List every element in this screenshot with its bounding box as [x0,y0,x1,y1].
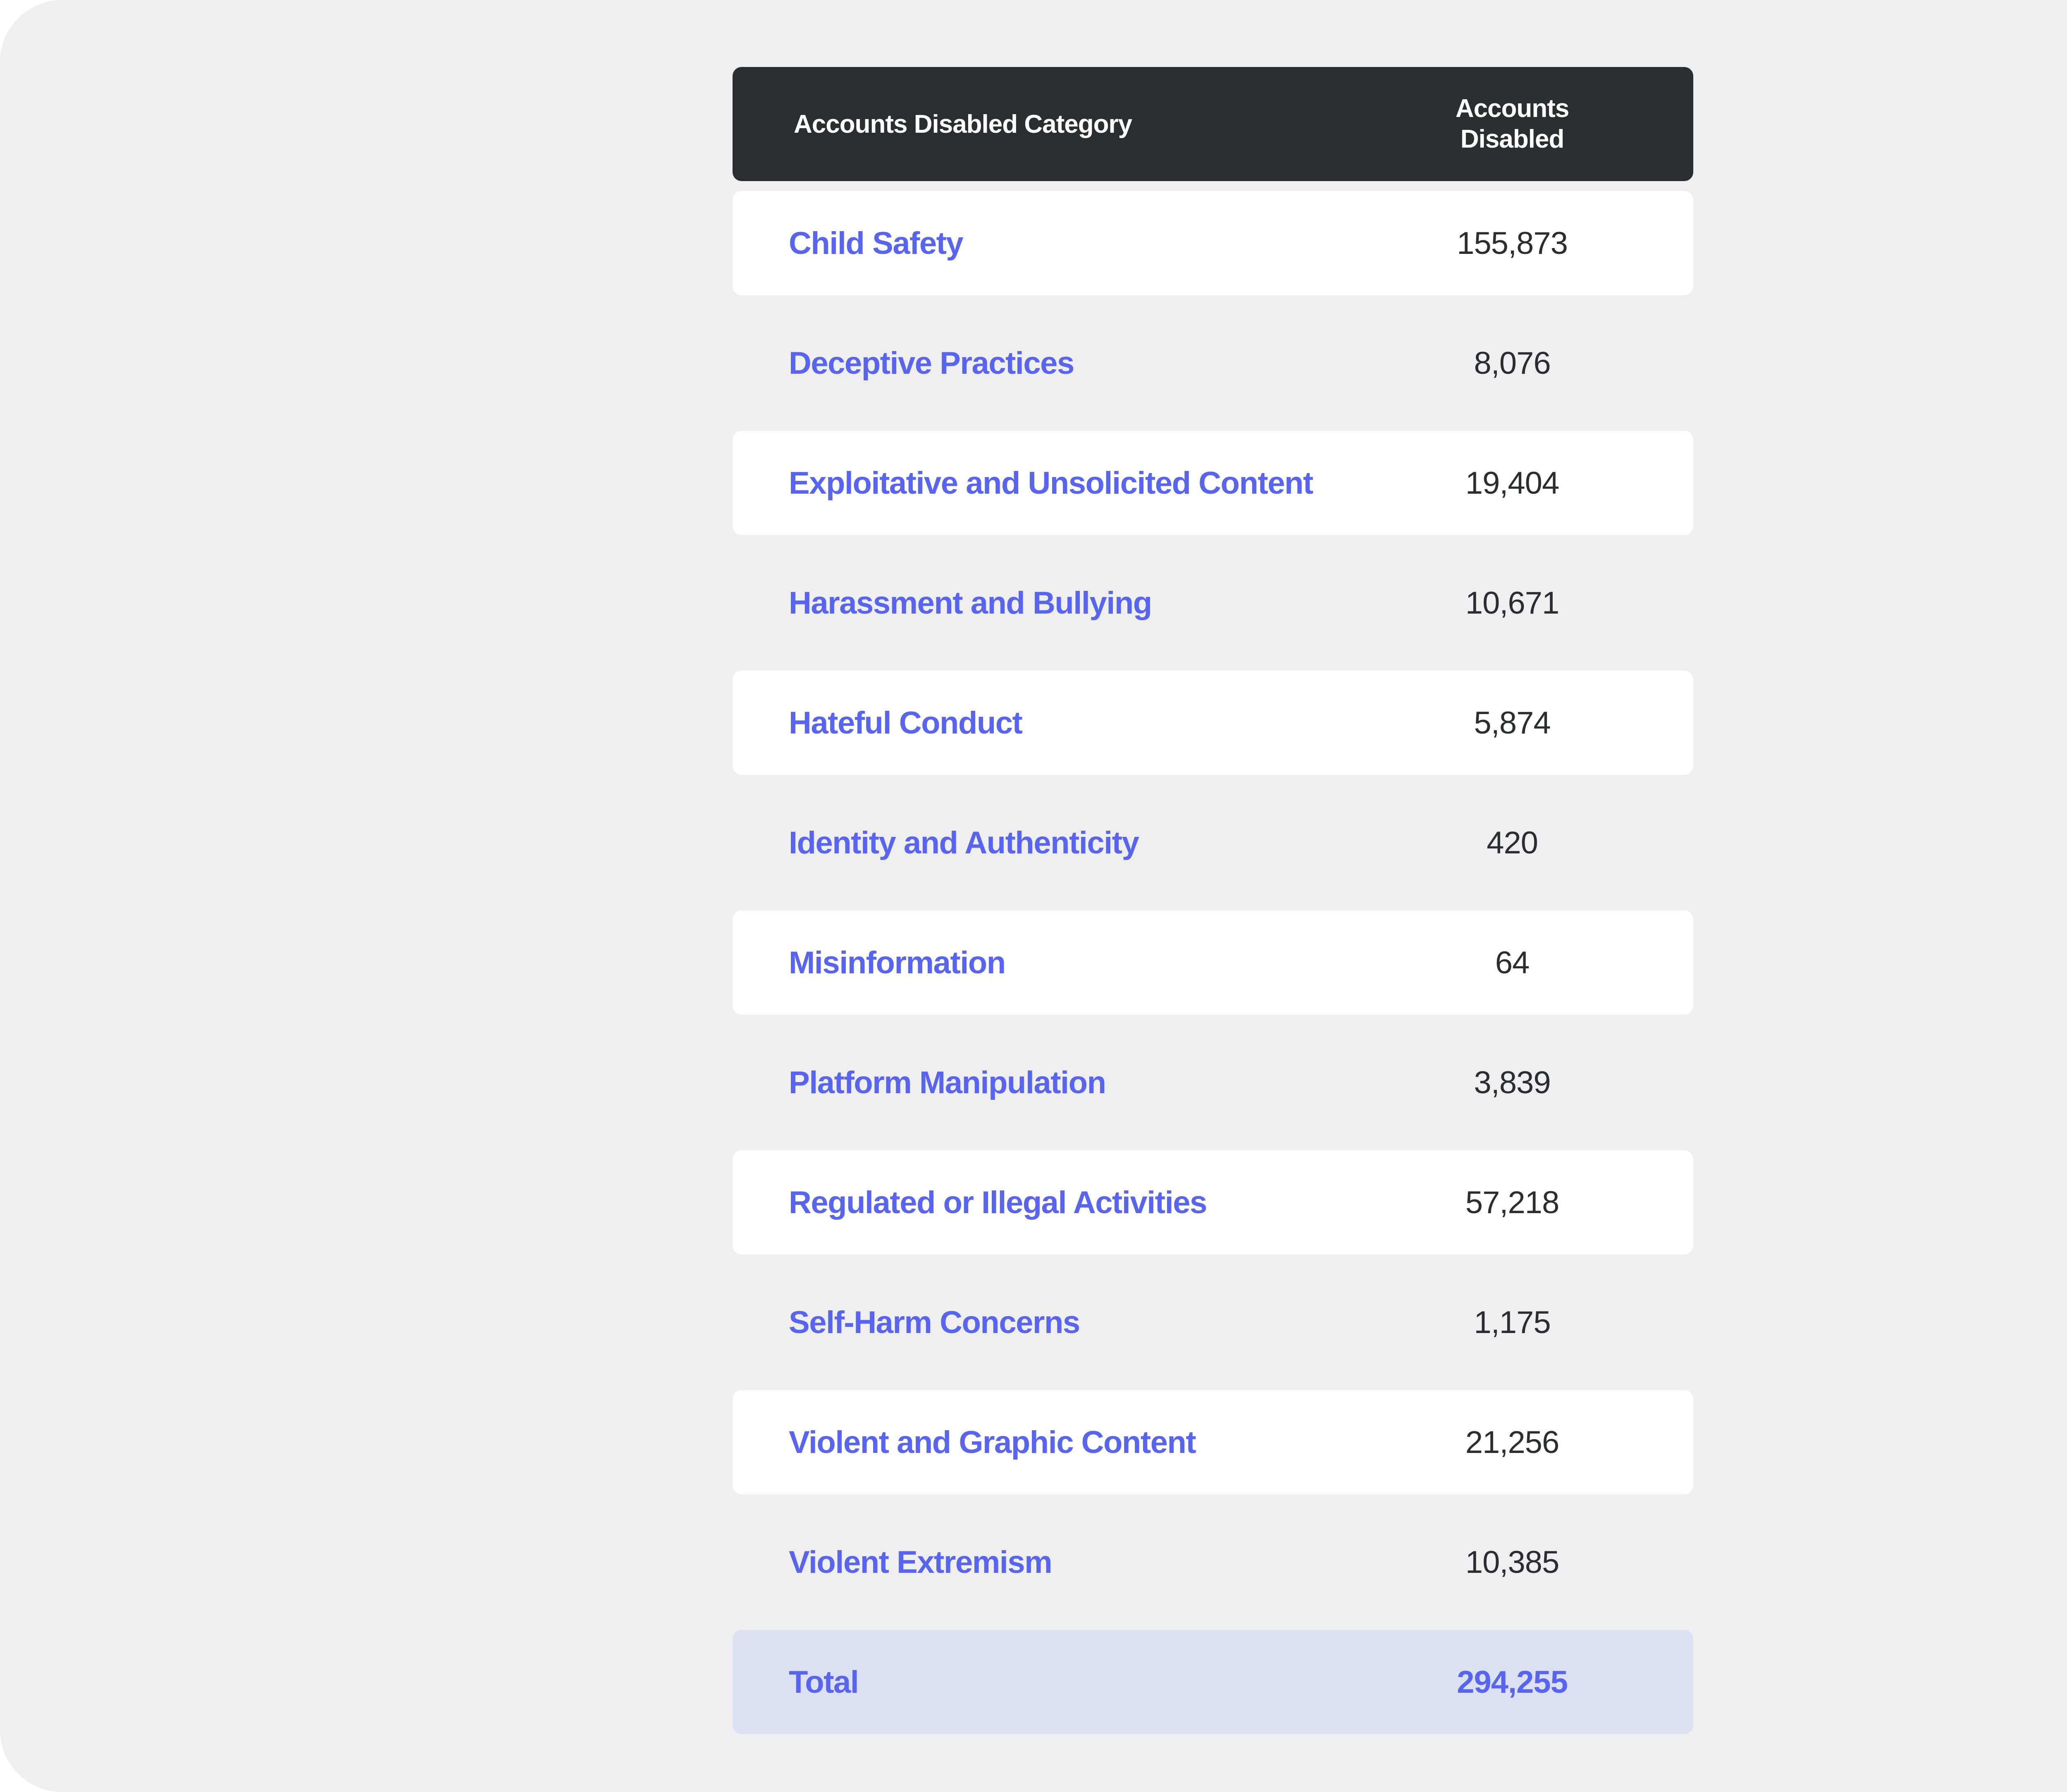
total-label: Total [789,1664,859,1700]
header-count: Accounts Disabled [1392,93,1632,155]
table-row: Identity and Authenticity 420 [733,791,1693,895]
row-category: Self-Harm Concerns [789,1305,1080,1340]
table-row: Exploitative and Unsolicited Content 19,… [733,431,1693,535]
row-count: 155,873 [1457,225,1568,261]
row-count: 19,404 [1465,465,1559,501]
row-count: 3,839 [1474,1065,1551,1100]
row-category: Misinformation [789,945,1006,980]
header-count-line1: Accounts [1455,94,1569,123]
header-category: Accounts Disabled Category [794,110,1132,139]
total-count: 294,255 [1457,1664,1568,1700]
row-count: 5,874 [1474,705,1551,741]
row-count: 1,175 [1474,1305,1551,1340]
row-category: Regulated or Illegal Activities [789,1185,1207,1220]
row-category: Violent Extremism [789,1544,1053,1580]
table-row: Violent Extremism 10,385 [733,1510,1693,1614]
table-row: Regulated or Illegal Activities 57,218 [733,1150,1693,1254]
row-count: 8,076 [1474,345,1551,381]
table-row: Misinformation 64 [733,910,1693,1015]
accounts-disabled-table: Accounts Disabled Category Accounts Disa… [733,67,1693,1734]
row-category: Exploitative and Unsolicited Content [789,465,1313,501]
row-count: 10,385 [1465,1544,1559,1580]
total-row: Total 294,255 [733,1630,1693,1734]
table-row: Self-Harm Concerns 1,175 [733,1270,1693,1374]
table-header: Accounts Disabled Category Accounts Disa… [733,67,1693,181]
row-count: 21,256 [1465,1424,1559,1460]
row-category: Hateful Conduct [789,705,1023,741]
row-count: 57,218 [1465,1185,1559,1220]
table-row: Deceptive Practices 8,076 [733,311,1693,415]
row-category: Harassment and Bullying [789,585,1152,621]
table-row: Child Safety 155,873 [733,191,1693,295]
row-count: 10,671 [1465,585,1559,621]
row-category: Violent and Graphic Content [789,1424,1196,1460]
row-count: 420 [1487,825,1538,860]
table-row: Harassment and Bullying 10,671 [733,551,1693,655]
row-category: Platform Manipulation [789,1065,1106,1100]
row-category: Identity and Authenticity [789,825,1139,860]
table-row: Hateful Conduct 5,874 [733,671,1693,775]
row-category: Deceptive Practices [789,345,1074,381]
table-row: Platform Manipulation 3,839 [733,1030,1693,1135]
row-category: Child Safety [789,225,964,261]
header-count-line2: Disabled [1460,125,1564,153]
table-row: Violent and Graphic Content 21,256 [733,1390,1693,1494]
table-body: Child Safety 155,873 Deceptive Practices… [733,191,1693,1734]
row-count: 64 [1495,945,1530,980]
